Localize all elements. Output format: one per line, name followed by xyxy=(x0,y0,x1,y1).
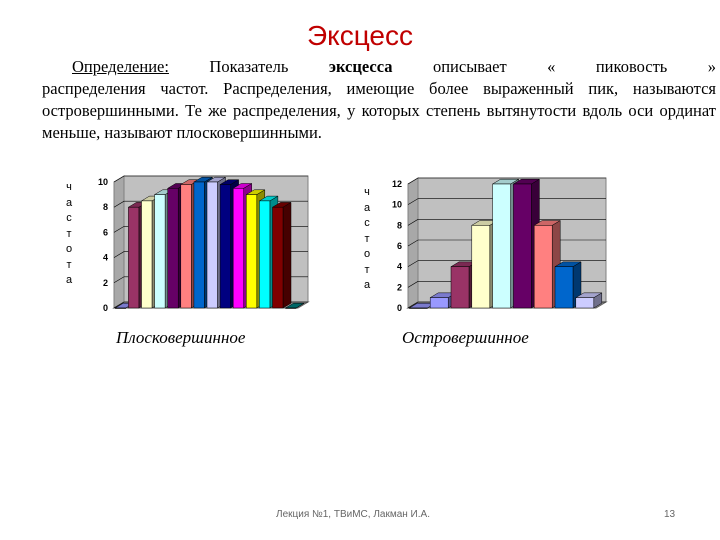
footer-lecture: Лекция №1, ТВиМС, Лакман И.А. xyxy=(276,509,430,520)
ylabel-letter: а xyxy=(363,201,371,214)
bar-front xyxy=(429,297,449,309)
definition-paragraph: Определение: Показатель эксцесса описыва… xyxy=(42,56,716,144)
bar-front xyxy=(154,194,166,309)
bar-front xyxy=(115,307,127,309)
definition-label: Определение: xyxy=(72,57,169,76)
gridline xyxy=(407,177,606,185)
y-tick-label: 4 xyxy=(103,253,108,263)
bar-front xyxy=(285,307,297,309)
ylabel-letter: о xyxy=(363,248,371,260)
bar-front xyxy=(513,183,532,309)
gridline xyxy=(407,219,606,226)
ylabel-letter: а xyxy=(363,279,371,291)
ylabel-letter: т xyxy=(66,258,72,271)
y-tick-label: 0 xyxy=(397,303,402,313)
definition-bold-term: эксцесса xyxy=(328,57,393,76)
bar-front xyxy=(246,194,258,309)
caption-peaked: Островершинное xyxy=(402,328,529,347)
bar-front xyxy=(259,200,271,309)
ylabel-letter: с xyxy=(364,217,370,229)
bar-front xyxy=(575,297,595,309)
caption-flat-top: Плосковершинное xyxy=(116,328,246,347)
definition-text-part2: описывает « пиковость » xyxy=(432,57,717,76)
bar-front xyxy=(272,206,284,309)
y-tick-label: 4 xyxy=(397,262,402,272)
bar-front xyxy=(128,206,140,309)
gridline xyxy=(113,175,308,183)
bar xyxy=(271,201,292,309)
page-number: 13 xyxy=(664,509,676,520)
y-tick-label: 6 xyxy=(397,241,402,251)
y-tick-label: 0 xyxy=(103,303,108,313)
bar-side xyxy=(282,201,292,309)
y-tick-label: 2 xyxy=(103,278,108,288)
bar-front xyxy=(141,200,153,309)
bar-front xyxy=(533,225,553,309)
ylabel-letter: а xyxy=(65,196,73,209)
ylabel-letter: т xyxy=(364,263,370,276)
y-tick-label: 12 xyxy=(392,179,402,189)
ylabel-letter: ч xyxy=(364,186,370,198)
ylabel-letter: а xyxy=(65,274,73,286)
bar-front xyxy=(219,184,231,309)
ylabel-letter: о xyxy=(65,243,73,255)
bar-front xyxy=(492,183,511,309)
y-tick-label: 6 xyxy=(103,227,108,237)
bar-front xyxy=(554,266,574,309)
bar-front xyxy=(193,181,205,309)
y-tick-label: 10 xyxy=(392,200,402,210)
bar-front xyxy=(450,266,470,309)
bar xyxy=(554,261,582,309)
y-tick-label: 2 xyxy=(397,282,402,292)
chart-side-wall xyxy=(113,175,125,309)
ylabel-letter: т xyxy=(66,227,72,240)
bar xyxy=(284,302,306,309)
bar-front xyxy=(471,225,491,309)
gridline xyxy=(407,198,606,205)
chart-peaked: 0 2 4 6 8 10 12 xyxy=(392,177,608,313)
bar-front xyxy=(167,188,179,309)
ylabel-letter: с xyxy=(66,212,72,224)
ylabel-letter: т xyxy=(364,232,370,245)
bar-front xyxy=(180,184,192,309)
definition-text-rest: распределения частот. Распределения, име… xyxy=(42,79,716,142)
y-tick-label: 8 xyxy=(103,202,108,212)
definition-text-part1: Показатель xyxy=(209,57,289,76)
ylabel-letter: ч xyxy=(66,181,72,193)
bar-front xyxy=(206,181,218,309)
bar-front xyxy=(232,188,244,309)
bar-front xyxy=(409,307,428,309)
chart-flat-top: 0 2 4 6 8 10 xyxy=(98,175,310,313)
slide-title: Эксцесс xyxy=(307,20,413,51)
y-tick-label: 8 xyxy=(397,220,402,230)
definition-first-line: Определение: Показатель эксцесса описыва… xyxy=(42,56,716,78)
y-tick-label: 10 xyxy=(98,177,108,187)
bar xyxy=(574,292,603,309)
